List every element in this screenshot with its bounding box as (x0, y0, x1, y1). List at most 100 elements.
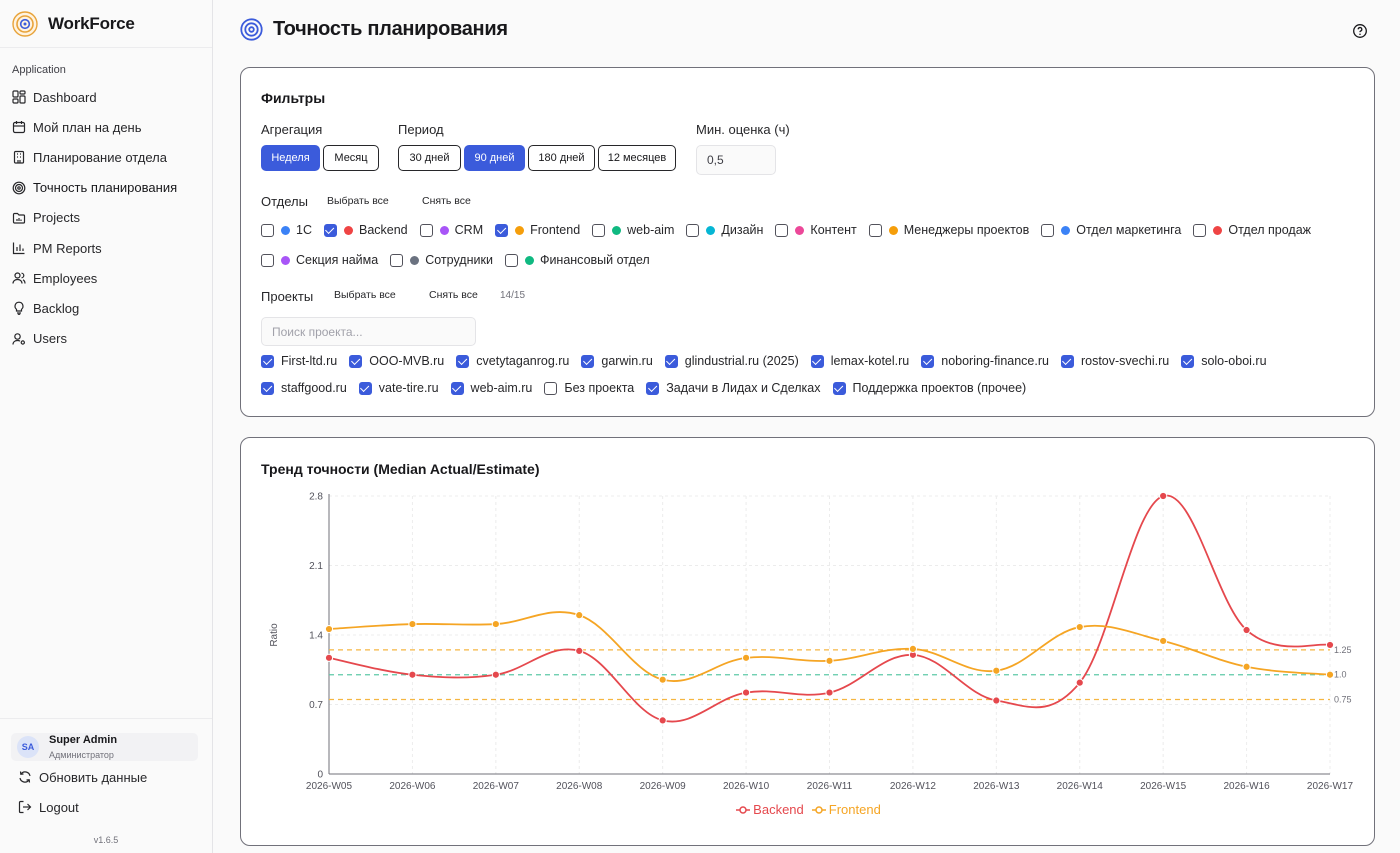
checkbox-checked[interactable] (495, 223, 509, 237)
checkbox-unchecked[interactable] (261, 223, 274, 237)
color-dot-icon (410, 255, 420, 265)
department-checkbox[interactable]: Backend (323, 223, 408, 237)
project-checkbox[interactable]: Без проекта (544, 381, 634, 395)
aggregation-week-button[interactable]: Неделя (261, 145, 320, 171)
checkbox-label: Секция найма (296, 253, 379, 267)
department-checkbox[interactable]: Frontend (495, 223, 580, 237)
project-checkbox[interactable]: glindustrial.ru (2025) (664, 354, 799, 368)
checkbox-checked[interactable] (664, 354, 678, 368)
refresh-data-label: Обновить данные (39, 769, 148, 785)
projects-clear-all-button[interactable]: Снять все (429, 289, 478, 301)
min-estimate-input[interactable]: 0,5 (696, 145, 776, 175)
departments-clear-all-button[interactable]: Снять все (422, 195, 471, 207)
period-180-button[interactable]: 180 дней (528, 145, 595, 171)
project-checkbox[interactable]: lemax-kotel.ru (810, 354, 909, 368)
checkbox-unchecked[interactable] (686, 223, 700, 237)
checkbox-unchecked[interactable] (1041, 223, 1055, 237)
checkbox-checked[interactable] (349, 354, 363, 368)
department-checkbox[interactable]: Менеджеры проектов (868, 223, 1029, 237)
sidebar-item-dashboard[interactable]: Dashboard (0, 82, 212, 112)
department-checkbox[interactable]: web-aim (592, 223, 674, 237)
project-checkbox[interactable]: solo-oboi.ru (1181, 354, 1267, 368)
department-checkbox[interactable]: Секция найма (261, 253, 378, 267)
user-cog-icon (12, 332, 25, 345)
projects-select-all-button[interactable]: Выбрать все (334, 289, 396, 301)
legend-item-backend[interactable]: Backend (736, 802, 804, 817)
checkbox-label: glindustrial.ru (2025) (684, 354, 799, 368)
color-dot-icon (515, 225, 525, 235)
legend-line-icon (811, 805, 826, 814)
checkbox-unchecked[interactable] (592, 223, 606, 237)
refresh-data-button[interactable]: Обновить данные (0, 762, 212, 792)
checkbox-checked[interactable] (581, 354, 595, 368)
aggregation-month-button[interactable]: Месяц (323, 145, 379, 171)
project-checkbox[interactable]: noboring-finance.ru (921, 354, 1049, 368)
checkbox-checked[interactable] (456, 354, 470, 368)
department-checkbox[interactable]: Сотрудники (390, 253, 493, 267)
sidebar-item-pm-reports[interactable]: PM Reports (0, 233, 212, 263)
checkbox-unchecked[interactable] (261, 253, 274, 267)
project-checkbox[interactable]: First-ltd.ru (261, 354, 337, 368)
project-checkbox[interactable]: garwin.ru (581, 354, 653, 368)
project-checkbox[interactable]: staffgood.ru (261, 381, 347, 395)
department-checkbox[interactable]: CRM (419, 223, 483, 237)
project-checkbox[interactable]: web-aim.ru (450, 381, 532, 395)
legend-item-frontend[interactable]: Frontend (811, 802, 881, 817)
sidebar-item-department-planning[interactable]: Планирование отдела (0, 142, 212, 172)
color-dot-icon (1061, 225, 1071, 235)
project-checkbox[interactable]: rostov-svechi.ru (1060, 354, 1169, 368)
checkbox-checked[interactable] (323, 223, 337, 237)
department-checkbox[interactable]: 1С (261, 223, 312, 237)
checkbox-checked[interactable] (646, 381, 660, 395)
department-checkbox[interactable]: Отдел маркетинга (1041, 223, 1181, 237)
checkbox-checked[interactable] (1181, 354, 1195, 368)
checkbox-checked[interactable] (450, 381, 464, 395)
checkbox-unchecked[interactable] (504, 253, 518, 267)
department-checkbox[interactable]: Финансовый отдел (504, 253, 650, 267)
checkbox-unchecked[interactable] (544, 381, 558, 395)
sidebar-item-day-plan[interactable]: Мой план на день (0, 112, 212, 142)
checkbox-checked[interactable] (261, 354, 274, 368)
project-checkbox[interactable]: Поддержка проектов (прочее) (832, 381, 1026, 395)
project-checkbox[interactable]: cvetytaganrog.ru (456, 354, 569, 368)
logout-button[interactable]: Logout (0, 792, 212, 822)
period-12m-button[interactable]: 12 месяцев (598, 145, 676, 171)
checkbox-checked[interactable] (1060, 354, 1074, 368)
color-dot-icon (524, 255, 534, 265)
sidebar-item-label: Планирование отдела (33, 149, 167, 165)
project-checkbox[interactable]: Задачи в Лидах и Сделках (646, 381, 821, 395)
department-checkbox[interactable]: Дизайн (686, 223, 763, 237)
period-30-button[interactable]: 30 дней (398, 145, 461, 171)
target-icon (12, 181, 26, 195)
checkbox-checked[interactable] (261, 381, 274, 395)
checkbox-checked[interactable] (832, 381, 846, 395)
project-checkbox[interactable]: OOO-MVB.ru (349, 354, 444, 368)
checkbox-checked[interactable] (358, 381, 372, 395)
projects-count: 14/15 (500, 290, 526, 301)
help-icon[interactable] (1352, 23, 1368, 39)
checkbox-unchecked[interactable] (1193, 223, 1207, 237)
departments-select-all-button[interactable]: Выбрать все (327, 195, 389, 207)
sidebar-item-backlog[interactable]: Backlog (0, 293, 212, 323)
sidebar-item-label: Точность планирования (33, 180, 178, 196)
sidebar-item-planning-accuracy[interactable]: Точность планирования (0, 173, 212, 203)
project-checkbox[interactable]: vate-tire.ru (358, 381, 439, 395)
sidebar-item-label: Backlog (33, 300, 80, 316)
department-checkbox[interactable]: Контент (775, 223, 857, 237)
user-card[interactable]: SA Super Admin Администратор (11, 733, 198, 761)
sidebar-item-projects[interactable]: Projects (0, 203, 212, 233)
checkbox-label: web-aim (627, 223, 675, 237)
sidebar-item-employees[interactable]: Employees (0, 263, 212, 293)
sidebar-item-users[interactable]: Users (0, 324, 212, 354)
checkbox-unchecked[interactable] (775, 223, 789, 237)
brand[interactable]: WorkForce (0, 0, 212, 48)
checkbox-unchecked[interactable] (419, 223, 433, 237)
period-90-button[interactable]: 90 дней (464, 145, 525, 171)
project-search-input[interactable]: Поиск проекта... (261, 317, 476, 346)
department-checkbox[interactable]: Отдел продаж (1193, 223, 1311, 237)
checkbox-label: Финансовый отдел (539, 253, 650, 267)
checkbox-checked[interactable] (921, 354, 935, 368)
checkbox-checked[interactable] (810, 354, 824, 368)
checkbox-unchecked[interactable] (390, 253, 404, 267)
checkbox-unchecked[interactable] (868, 223, 882, 237)
